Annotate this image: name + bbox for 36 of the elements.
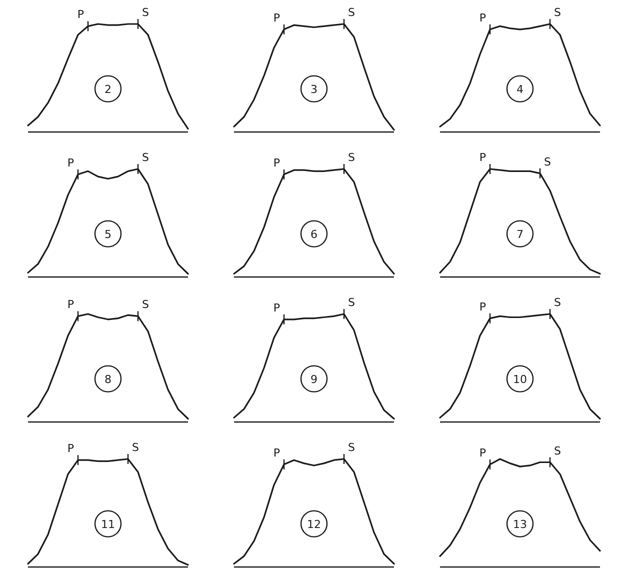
annotation: P bbox=[479, 11, 486, 24]
text: 11 bbox=[101, 518, 115, 531]
text: 5 bbox=[104, 228, 112, 241]
text: S bbox=[554, 444, 561, 458]
text: S bbox=[348, 151, 355, 164]
text: S bbox=[142, 6, 149, 19]
annotation: P bbox=[67, 156, 74, 170]
text: S bbox=[544, 155, 551, 168]
text: P bbox=[67, 298, 74, 312]
text: P bbox=[479, 151, 486, 164]
annotation: P bbox=[273, 446, 280, 460]
text: S bbox=[142, 151, 149, 164]
text: S bbox=[132, 441, 139, 454]
text: 8 bbox=[104, 372, 112, 386]
annotation: P bbox=[273, 11, 280, 24]
text: 6 bbox=[310, 228, 318, 241]
text: 4 bbox=[516, 82, 524, 96]
text: S bbox=[142, 298, 149, 312]
text: S bbox=[554, 6, 561, 19]
text: S bbox=[348, 6, 355, 19]
text: 10 bbox=[513, 372, 527, 386]
text: S bbox=[348, 296, 355, 309]
annotation: P bbox=[479, 446, 486, 460]
text: P bbox=[67, 442, 74, 456]
text: S bbox=[554, 296, 561, 309]
text: P bbox=[77, 8, 84, 22]
annotation: P bbox=[273, 156, 280, 170]
text: S bbox=[348, 441, 355, 454]
text: 12 bbox=[307, 518, 321, 531]
text: 7 bbox=[516, 228, 524, 241]
text: P bbox=[479, 300, 486, 314]
text: 9 bbox=[310, 372, 318, 386]
text: 3 bbox=[310, 82, 318, 96]
text: 13 bbox=[513, 518, 527, 531]
text: 2 bbox=[104, 82, 112, 96]
annotation: P bbox=[273, 301, 280, 314]
